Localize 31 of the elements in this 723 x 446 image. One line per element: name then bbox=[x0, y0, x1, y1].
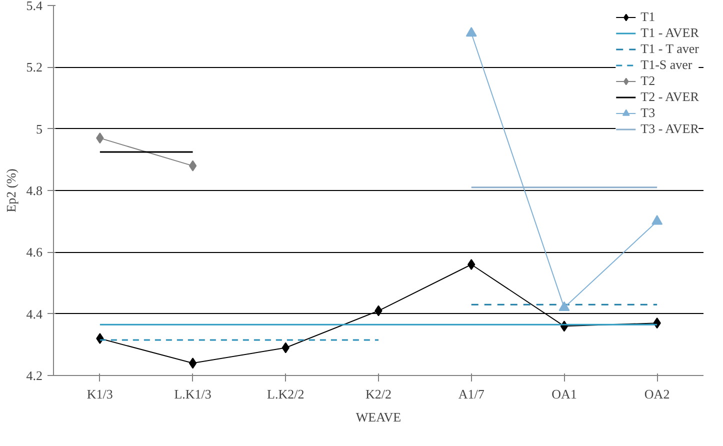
y-tick-label: 4.2 bbox=[26, 368, 42, 383]
x-tick-label: OA1 bbox=[552, 386, 577, 402]
y-tick-label: 4.8 bbox=[26, 183, 42, 198]
x-tick-label: L.K2/2 bbox=[267, 386, 304, 402]
y-tick-label: 5.2 bbox=[26, 60, 42, 75]
legend-label: T3 - AVER bbox=[640, 121, 699, 137]
x-tick-label: K1/3 bbox=[86, 386, 113, 402]
x-tick-label: K2/2 bbox=[366, 386, 392, 402]
y-tick-label: 5.4 bbox=[26, 0, 43, 13]
y-tick-label: 5 bbox=[36, 121, 42, 136]
point bbox=[188, 160, 197, 172]
y-tick-label: 4.6 bbox=[26, 244, 43, 260]
legend-label: T2 bbox=[640, 73, 656, 89]
point bbox=[652, 215, 663, 225]
point bbox=[188, 358, 197, 369]
x-tick-label: OA2 bbox=[644, 386, 670, 402]
x-tick-label: A1/7 bbox=[458, 386, 485, 402]
legend-label: T1 - AVER bbox=[640, 25, 699, 41]
x-axis-title: WEAVE bbox=[356, 410, 402, 424]
legend-label: T3 bbox=[640, 105, 656, 121]
y-tick-label: 4.4 bbox=[26, 306, 43, 322]
point bbox=[96, 333, 104, 344]
y-axis-title: Ep2 (%) bbox=[3, 168, 18, 212]
point bbox=[466, 26, 477, 37]
legend-label: T1-S aver bbox=[640, 57, 692, 73]
legend-label: T1 bbox=[640, 9, 656, 25]
x-tick-label: L.K1/3 bbox=[174, 386, 212, 402]
legend-label: T1 - T aver bbox=[640, 41, 699, 57]
legend-label: T2 - AVER bbox=[640, 89, 699, 105]
point bbox=[558, 301, 570, 312]
point bbox=[468, 259, 476, 270]
